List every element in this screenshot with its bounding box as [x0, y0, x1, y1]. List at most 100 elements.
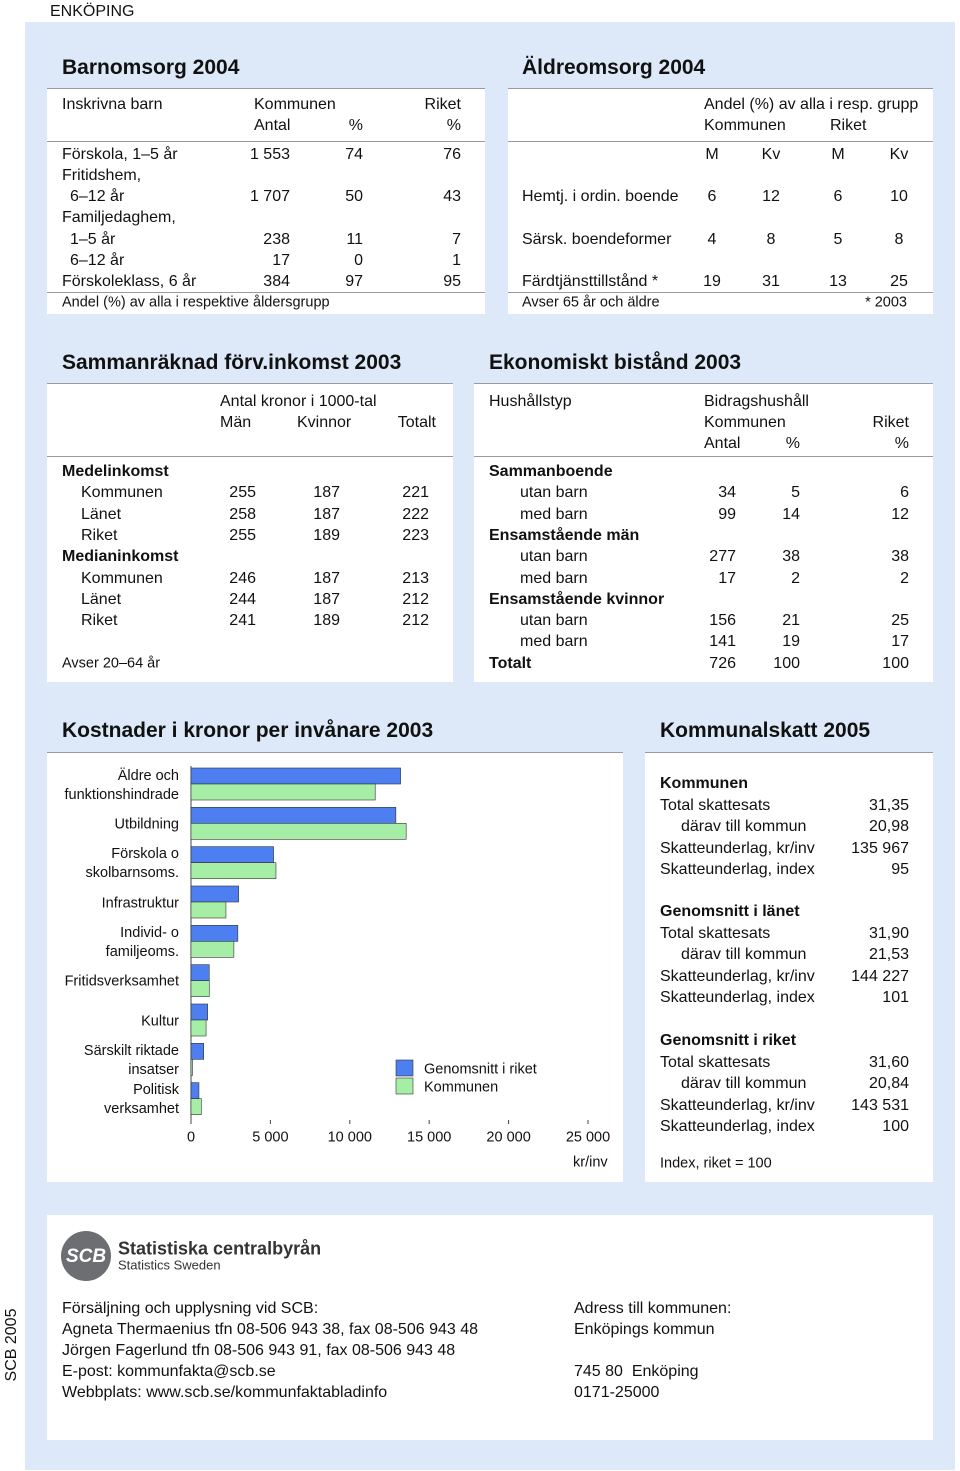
row-label: med barn	[520, 505, 588, 523]
row-label: utan barn	[520, 484, 588, 502]
x-tick-label: 5 000	[252, 1129, 289, 1146]
y-tick-label: Individ- o familjeoms.	[105, 925, 179, 960]
address-line: 745 80 Enköping	[574, 1362, 699, 1380]
column-header: Antal kronor i 1000-tal	[220, 392, 377, 410]
cell-value: 189	[313, 526, 340, 544]
bar	[190, 941, 235, 958]
legend-label: Kommunen	[424, 1079, 499, 1096]
cell-value: 187	[313, 569, 340, 587]
cell-value: 10	[890, 187, 908, 205]
column-header: Kommunen	[254, 95, 336, 113]
row-label: Hemtj. i ordin. boende	[522, 187, 679, 205]
cell-value: 143 531	[851, 1096, 909, 1114]
cell-value: 255	[229, 484, 256, 502]
cell-value: 1 553	[249, 145, 290, 163]
address-line: 0171-25000	[574, 1383, 660, 1401]
legend-swatch	[395, 1059, 414, 1077]
row-label: Kommunen	[81, 569, 163, 587]
total-value: 726	[709, 654, 736, 672]
cell-value: 1	[452, 251, 461, 269]
cell-value: 144 227	[851, 967, 909, 985]
column-header: Kvinnor	[297, 413, 352, 431]
x-tick-label: 25 000	[565, 1129, 611, 1146]
cell-value: 31,35	[868, 796, 909, 814]
cell-value: 19	[782, 633, 800, 651]
divider	[47, 292, 485, 293]
row-label: utan barn	[520, 611, 588, 629]
contact-line: Försäljning och upplysning vid SCB:	[62, 1299, 319, 1317]
y-tick-label: Politisk verksamhet	[104, 1082, 179, 1118]
bar	[190, 1098, 202, 1115]
bar	[190, 1003, 208, 1021]
cell-value: 246	[229, 569, 256, 587]
y-tick-label: Äldre och funktionshindrade	[64, 767, 179, 803]
column-header: %	[446, 116, 461, 134]
row-label: därav till kommun	[681, 817, 807, 835]
cell-value: 95	[443, 272, 461, 290]
row-label: Kommunen	[81, 484, 163, 502]
row-label: Familjedaghem,	[62, 208, 176, 226]
bar	[190, 823, 407, 840]
y-tick-label: Utbildning	[114, 816, 180, 833]
section-title: Barnomsorg 2004	[62, 55, 240, 79]
cell-value: 38	[782, 547, 800, 565]
cell-value: 74	[345, 145, 363, 163]
cell-value: 1 707	[249, 187, 290, 205]
total-label: Totalt	[489, 654, 532, 672]
column-header: Antal	[254, 116, 291, 134]
bar	[190, 925, 239, 942]
group-label: Ensamstående kvinnor	[489, 590, 665, 608]
y-tick-label: Infrastruktur	[101, 895, 179, 912]
row-label: Riket	[81, 526, 118, 544]
cell-value: 25	[891, 611, 909, 629]
cell-value: 187	[313, 505, 340, 523]
row-label: Total skattesats	[660, 1053, 771, 1071]
bar	[190, 980, 210, 997]
cell-value: 43	[443, 187, 461, 205]
column-header: Kommunen	[704, 116, 786, 134]
footnote: Andel (%) av alla i respektive åldersgru…	[62, 294, 330, 311]
bar	[190, 964, 210, 981]
cell-value: 0	[354, 251, 363, 269]
cell-value: 99	[718, 505, 736, 523]
page-header: ENKÖPING	[50, 2, 135, 20]
bar	[190, 901, 227, 919]
section-title: Sammanräknad förv.inkomst 2003	[62, 350, 402, 374]
cell-value: 12	[891, 505, 909, 523]
group-label: Medelinkomst	[62, 462, 169, 480]
row-label: 1–5 år	[70, 230, 116, 248]
divider	[508, 141, 933, 142]
cell-value: 25	[890, 272, 908, 290]
column-header: Hushållstyp	[489, 392, 572, 410]
column-header: %	[894, 434, 909, 452]
cell-value: 2	[900, 569, 909, 587]
cell-value: 135 967	[851, 839, 909, 857]
row-label: Skatteunderlag, kr/inv	[660, 1096, 815, 1114]
cell-value: 5	[833, 230, 843, 248]
column-header: Inskrivna barn	[62, 95, 163, 113]
cell-value: 223	[402, 526, 429, 544]
bar	[190, 1059, 193, 1076]
footnote: Index, riket = 100	[660, 1155, 772, 1172]
row-label: Skatteunderlag, index	[660, 1117, 815, 1135]
footnote: * 2003	[865, 294, 907, 311]
group-label: Genomsnitt i riket	[660, 1031, 797, 1049]
bar	[190, 1019, 207, 1037]
row-label: med barn	[520, 633, 588, 651]
cell-value: 20,98	[868, 817, 909, 835]
column-header: Män	[220, 413, 252, 431]
group-label: Medianinkomst	[62, 547, 179, 565]
cell-value: 4	[707, 230, 717, 248]
footnote: Avser 20–64 år	[62, 655, 161, 672]
legend-label: Genomsnitt i riket	[424, 1061, 537, 1078]
cell-value: 31,90	[868, 924, 909, 942]
row-label: därav till kommun	[681, 945, 807, 963]
chart-title: Kostnader i kronor per invånare 2003	[62, 718, 434, 742]
column-header: Kv	[889, 145, 909, 163]
x-axis-label: kr/inv	[573, 1154, 608, 1171]
cell-value: 384	[263, 272, 290, 290]
column-header: Riket	[830, 116, 867, 134]
column-header: Antal	[704, 434, 741, 452]
cell-value: 141	[709, 633, 736, 651]
